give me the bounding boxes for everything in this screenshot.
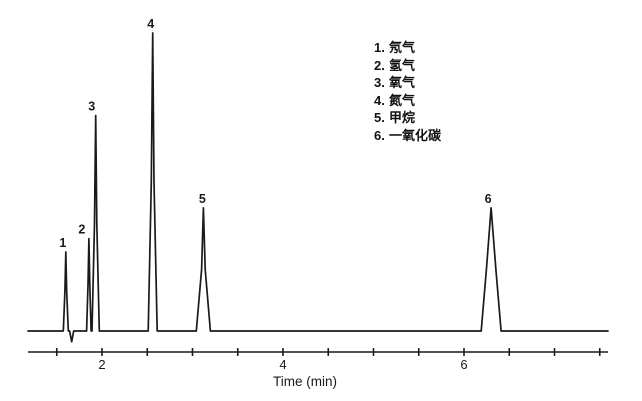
peak-number-labels: 12 3 4 5 6 (59, 17, 491, 250)
peak-label-1: 1 (59, 236, 66, 250)
x-tick-label: 6 (460, 357, 467, 372)
legend-item-number: 2. (374, 57, 385, 73)
legend-item: 2. 氢气 (374, 57, 441, 75)
legend-item-label: 氧气 (389, 75, 416, 90)
x-tick-label: 4 (279, 357, 286, 372)
peak-legend: 1. 氖气 2. 氢气 3. 氧气 4. 氮气 5. 甲烷 6. 一氧化碳 (374, 39, 441, 144)
peak-label-2: 2 (78, 223, 85, 237)
legend-item-label: 氮气 (389, 92, 416, 108)
legend-item-number: 3. (374, 75, 385, 90)
x-axis-tick-labels: 2 4 6 (98, 357, 467, 372)
x-axis-ticks (55, 348, 601, 356)
legend-item-label: 氖气 (389, 40, 416, 55)
legend-item-number: 6. (374, 127, 385, 143)
chromatogram-trace (27, 32, 609, 343)
x-tick-label: 2 (98, 357, 105, 372)
peak-label-4: 4 (147, 17, 154, 31)
legend-item-number: 5. (374, 110, 385, 125)
peak-label-6: 6 (485, 192, 492, 206)
legend-item: 5. 甲烷 (374, 109, 441, 127)
peak-label-5: 5 (199, 192, 206, 206)
peak-label-3: 3 (88, 100, 95, 114)
legend-item: 1. 氖气 (374, 39, 441, 57)
legend-item-label: 一氧化碳 (389, 127, 442, 143)
legend-item-number: 4. (374, 92, 385, 108)
legend-item: 4. 氮气 (374, 92, 441, 110)
legend-item-label: 甲烷 (389, 110, 416, 125)
legend-item: 6. 一氧化碳 (374, 127, 441, 145)
x-axis-title: Time (min) (273, 374, 337, 389)
legend-item-number: 1. (374, 40, 385, 55)
legend-item-label: 氢气 (389, 57, 416, 73)
legend-item: 3. 氧气 (374, 74, 441, 92)
